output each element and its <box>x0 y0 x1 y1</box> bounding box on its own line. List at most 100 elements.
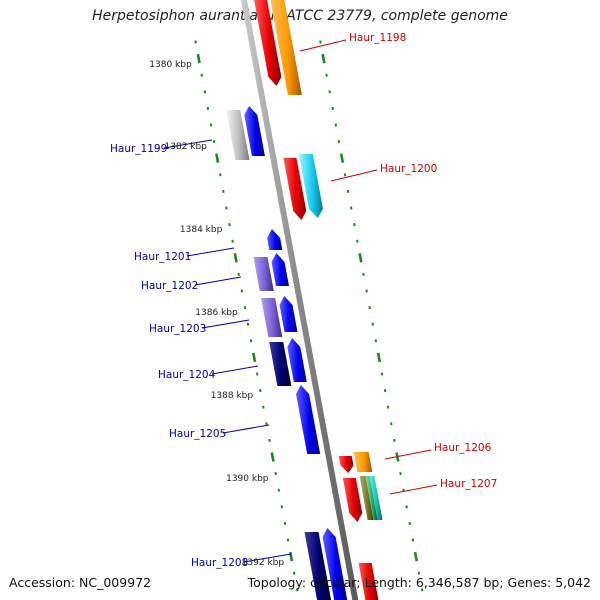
tick-mark-right <box>319 40 322 44</box>
gene-feature-reverse <box>353 452 373 472</box>
scale-labels: 1380 kbp 1382 kbp 1384 kbp 1386 kbp 1388 kbp… <box>149 60 284 568</box>
tick-mark-left <box>262 405 265 409</box>
gene-label[interactable]: Haur_1206 <box>434 442 492 454</box>
gene-label[interactable]: Haur_1205 <box>169 428 226 440</box>
tick-mark-right <box>386 405 390 409</box>
gene-feature-forward <box>269 342 292 386</box>
tick-mark-left <box>222 189 225 193</box>
tick-mark-right <box>393 438 396 442</box>
tick-mark-right <box>343 173 347 177</box>
label-leader-lines <box>163 39 438 563</box>
backbone-line <box>240 0 359 600</box>
tick-mark-left <box>196 53 201 64</box>
tick-mark-right <box>399 472 402 476</box>
tick-mark-right <box>362 272 365 276</box>
tick-mark-left <box>233 253 238 263</box>
tick-marks-left <box>194 40 299 592</box>
tick-mark-right <box>337 140 341 144</box>
label-leader-line <box>389 484 438 495</box>
tick-mark-left <box>283 521 287 525</box>
genome-backbone <box>240 0 359 600</box>
tick-mark-right <box>346 189 350 193</box>
tick-mark-left <box>203 90 207 94</box>
tick-mark-left <box>231 239 234 243</box>
gene-label[interactable]: Haur_1204 <box>158 369 216 381</box>
scale-label: 1390 kbp <box>226 474 269 484</box>
scale-label: 1380 kbp <box>149 60 192 70</box>
scale-label: 1392 kbp <box>242 558 285 568</box>
tick-mark-left <box>270 452 275 462</box>
gene-label[interactable]: Haur_1201 <box>134 251 191 263</box>
gene-label[interactable]: Haur_1203 <box>149 323 206 335</box>
tick-mark-right <box>413 551 419 562</box>
tick-mark-right <box>334 123 338 127</box>
gene-feature-forward <box>279 296 298 332</box>
label-leader-line <box>222 424 270 434</box>
tick-mark-left <box>255 372 259 376</box>
label-leader-line <box>194 276 242 286</box>
gene-feature-reverse <box>283 158 307 220</box>
tick-mark-right <box>390 422 393 426</box>
tick-mark-right <box>408 521 411 525</box>
tick-mark-right <box>374 339 378 343</box>
gene-label[interactable]: Haur_1200 <box>380 163 437 175</box>
gene-feature-reverse <box>298 154 323 218</box>
gene-feature-reverse <box>369 476 383 520</box>
tick-mark-right <box>417 571 421 575</box>
gene-feature-forward <box>304 532 332 600</box>
tick-mark-left <box>286 538 290 542</box>
label-leader-line <box>211 365 259 375</box>
tick-mark-left <box>206 106 210 110</box>
label-leader-line <box>186 247 235 257</box>
tick-mark-right <box>349 206 353 210</box>
label-leader-line <box>330 169 378 182</box>
gene-feature-forward <box>267 229 283 250</box>
tick-mark-left <box>219 173 222 177</box>
tick-mark-left <box>228 223 231 227</box>
tick-mark-left <box>280 505 284 509</box>
gene-feature-forward <box>322 528 348 600</box>
gene-label[interactable]: Haur_1208 <box>191 557 248 569</box>
gene-label[interactable]: Haur_1202 <box>141 280 198 292</box>
tick-mark-left <box>209 123 213 127</box>
gene-label[interactable]: Haur_1199 <box>110 143 167 155</box>
gene-feature-forward <box>253 257 274 291</box>
scale-label: 1382 kbp <box>164 142 207 152</box>
gene-label[interactable]: Haur_1207 <box>440 478 497 490</box>
tick-mark-left <box>249 339 253 343</box>
tick-mark-right <box>420 588 424 592</box>
scale-label: 1386 kbp <box>195 308 238 318</box>
accession-text: Accession: NC_009972 <box>9 575 152 590</box>
gene-feature-forward <box>261 298 283 337</box>
tick-mark-right <box>331 106 334 110</box>
label-leader-line <box>299 39 347 52</box>
tick-mark-right <box>405 505 408 509</box>
tick-mark-right <box>353 223 356 227</box>
tick-mark-left <box>246 322 250 326</box>
tick-mark-right <box>356 239 359 243</box>
gene-feature-forward <box>287 338 307 382</box>
tick-mark-left <box>259 389 262 393</box>
gene-feature-reverse <box>254 0 282 86</box>
tick-mark-left <box>200 73 204 77</box>
tick-mark-left <box>194 40 197 44</box>
label-leader-line <box>243 553 292 563</box>
tick-mark-right <box>328 90 331 94</box>
gene-feature-reverse <box>270 0 302 95</box>
tick-mark-left <box>215 153 220 163</box>
tick-mark-right <box>325 73 328 77</box>
scale-label: 1388 kbp <box>211 391 254 401</box>
gene-feature-reverse <box>358 563 379 600</box>
tick-mark-left <box>240 289 244 293</box>
gene-label[interactable]: Haur_1198 <box>349 32 406 44</box>
genome-summary-text: Topology: circular; Length: 6,346,587 bp… <box>247 575 591 590</box>
tick-mark-right <box>380 372 384 376</box>
gene-feature-reverse <box>342 478 363 522</box>
label-leader-line <box>201 319 250 329</box>
map-title: Herpetosiphon aurantiacus ATCC 23779, co… <box>92 8 508 24</box>
tick-mark-left <box>288 551 294 562</box>
label-leader-line <box>384 449 432 460</box>
tick-mark-left <box>277 488 281 492</box>
tick-mark-right <box>376 352 382 363</box>
